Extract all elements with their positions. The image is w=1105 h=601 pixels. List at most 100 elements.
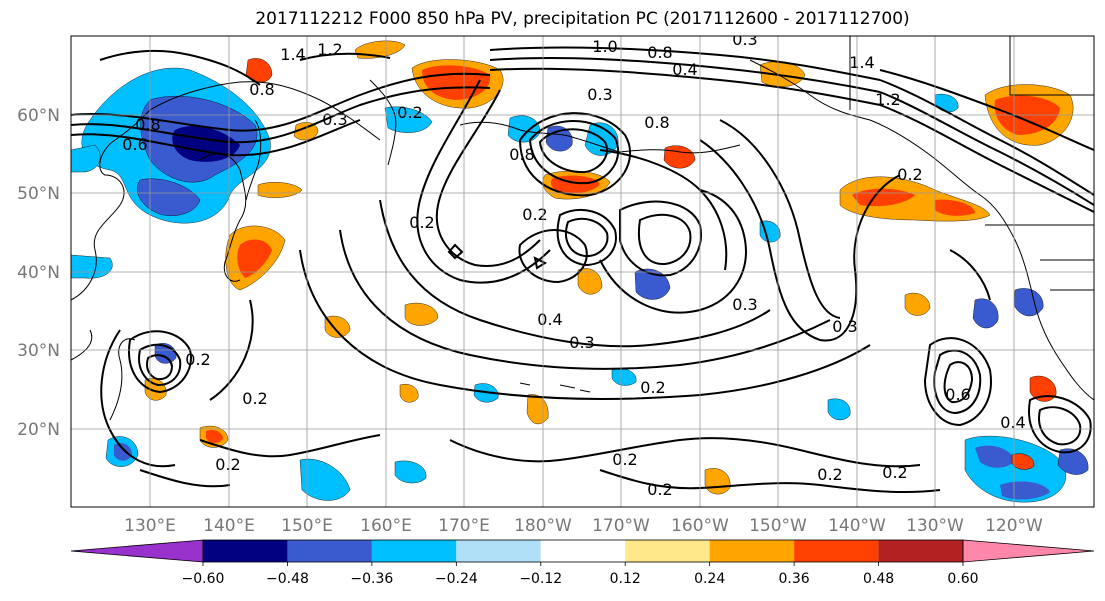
colorbar-tick-label: −0.24 <box>435 571 478 587</box>
latitude-labels: 60°N 50°N 40°N 30°N 20°N <box>17 106 60 440</box>
precip-blob <box>1000 481 1050 500</box>
precip-blob <box>137 178 201 216</box>
contour-labels: 1.0 0.80.40.31.4 1.21.41.20.80.60.8 0.30.30… <box>122 30 1025 499</box>
contour-label: 0.2 <box>397 103 422 122</box>
colorbar-max-extend <box>962 539 1095 563</box>
colorbar-segment <box>371 540 457 562</box>
precip-blob <box>975 445 1015 468</box>
precip-blob <box>394 460 427 484</box>
contour-label: 0.2 <box>882 463 907 482</box>
precip-blob <box>71 144 101 173</box>
colorbar-segment <box>794 540 879 562</box>
precip-blob <box>935 199 975 216</box>
gridlines <box>71 36 1094 507</box>
contour-label: 0.6 <box>122 135 147 154</box>
lat-label: 30°N <box>17 341 60 361</box>
contour-label: 0.2 <box>185 350 210 369</box>
precip-blob <box>399 384 419 403</box>
contour-label: 0.2 <box>817 465 842 484</box>
contour-label: 0.3 <box>322 110 347 129</box>
contour-label: 0.8 <box>249 80 274 99</box>
precip-blob <box>384 106 433 133</box>
precip-blob <box>934 94 959 113</box>
precip-blob <box>114 443 132 461</box>
contour-label: 0.3 <box>832 317 857 336</box>
lon-label: 180°W <box>514 516 572 536</box>
contour-label: 0.2 <box>522 205 547 224</box>
lon-label: 170°E <box>438 516 490 536</box>
contour-label: 0.4 <box>537 310 562 329</box>
lat-label: 50°N <box>17 184 60 204</box>
contour-label: 0.2 <box>215 455 240 474</box>
contour-label: 0.8 <box>509 145 534 164</box>
lat-label: 20°N <box>17 420 60 440</box>
precip-blob <box>324 315 351 338</box>
colorbar-tick-label: −0.36 <box>350 571 393 587</box>
contour-label: 1.4 <box>849 53 874 72</box>
contour-label: 0.2 <box>409 213 434 232</box>
precip-blob <box>634 268 671 300</box>
precip-blob <box>759 220 781 243</box>
precip-blob <box>1013 288 1044 317</box>
map-frame <box>70 35 1095 508</box>
precip-blob <box>206 429 223 444</box>
lon-label: 150°E <box>281 516 333 536</box>
contour-label: 1.0 <box>592 37 617 56</box>
coastlines <box>71 36 1094 421</box>
precip-blob <box>663 145 696 169</box>
colorbar-tick-label: 0.24 <box>694 571 725 587</box>
colorbar-tick-label: −0.48 <box>266 571 309 587</box>
colorbar-segment <box>709 540 795 562</box>
colorbar-segment <box>287 540 372 562</box>
lon-label: 170°W <box>592 516 650 536</box>
contour-label: 0.3 <box>569 333 594 352</box>
contour-label: 0.3 <box>732 30 757 49</box>
colorbar-segment <box>878 540 963 562</box>
lat-label: 60°N <box>17 106 60 126</box>
colorbar-tick-label: 0.12 <box>610 571 641 587</box>
colorbar-tick-label: 0.48 <box>863 571 894 587</box>
precip-blob <box>237 239 272 278</box>
colorbar-labels: −0.60 −0.48 −0.36 −0.24 −0.12 0.12 0.24 0.36 0.4… <box>182 562 979 587</box>
colorbar-frame <box>202 539 964 563</box>
contour-label: 1.4 <box>280 45 305 64</box>
colorbar-tick-label: −0.12 <box>519 571 562 587</box>
precip-blob <box>293 122 319 141</box>
colorbar-segment <box>625 540 710 562</box>
precip-blob <box>299 458 351 501</box>
contour-label: 1.2 <box>317 40 342 59</box>
precip-blob <box>611 368 637 386</box>
contour-label: 0.3 <box>732 295 757 314</box>
precip-blob <box>1057 448 1089 475</box>
contour-label: 0.4 <box>672 60 697 79</box>
colorbar-tick-label: −0.60 <box>182 571 225 587</box>
lon-label: 130°E <box>124 516 176 536</box>
contour-label: 1.2 <box>875 90 900 109</box>
lat-label: 40°N <box>17 263 60 283</box>
colorbar-tick-label: 0.60 <box>947 571 978 587</box>
lon-label: 140°W <box>828 516 886 536</box>
contour-label: 0.8 <box>135 115 160 134</box>
precip-blob <box>904 292 931 316</box>
contour-label: 0.2 <box>640 378 665 397</box>
contour-label: 0.8 <box>647 43 672 62</box>
lon-label: 140°E <box>203 516 255 536</box>
lon-label: 160°W <box>671 516 729 536</box>
colorbar-segment <box>456 540 541 562</box>
colorbar-segment <box>540 540 626 562</box>
contour-label: 0.2 <box>242 389 267 408</box>
contour-label: 0.2 <box>647 480 672 499</box>
precip-blob <box>257 182 303 198</box>
lon-label: 120°W <box>985 516 1043 536</box>
precip-blob <box>404 302 439 326</box>
precip-blob <box>704 468 731 495</box>
contour-label: 0.3 <box>587 85 612 104</box>
precip-blob <box>172 125 240 162</box>
precip-blob <box>577 268 603 295</box>
colorbar-min-extend <box>70 539 204 563</box>
contour-label: 0.2 <box>612 450 637 469</box>
colorbar-segment <box>203 540 288 562</box>
precip-blob <box>507 115 541 143</box>
contour-label: 0.8 <box>644 113 669 132</box>
